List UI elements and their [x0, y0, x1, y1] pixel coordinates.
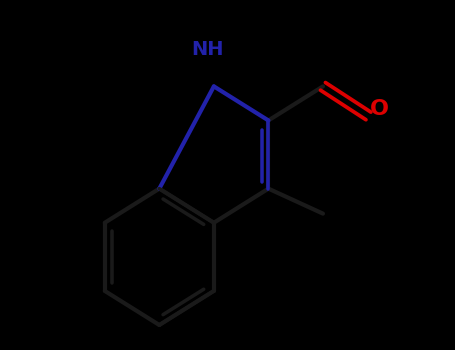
Text: O: O: [370, 99, 389, 119]
Text: NH: NH: [191, 40, 223, 58]
